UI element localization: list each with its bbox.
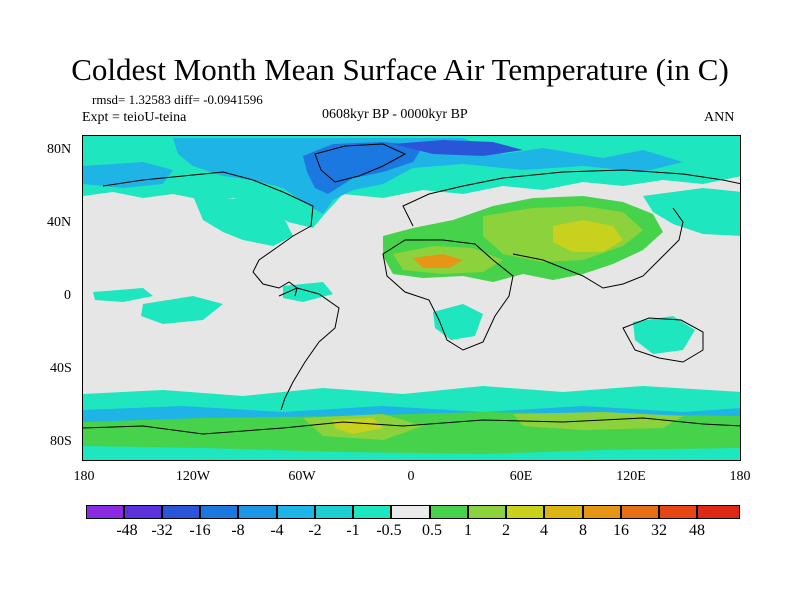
colorbar-box-15 (621, 505, 659, 519)
coast-australia (622, 317, 704, 363)
colorbar-label: -16 (189, 522, 211, 539)
colorbar-label: 48 (689, 522, 705, 539)
colorbar-label: -4 (270, 522, 284, 539)
colorbar-box-12 (506, 505, 544, 519)
coast-asia-south (512, 207, 684, 289)
colorbar-label: -1 (346, 522, 360, 539)
lat-tick-80n: 80N (47, 142, 72, 157)
colorbar-box-14 (583, 505, 621, 519)
north-america-cool (193, 196, 293, 246)
colorbar-box-5 (238, 505, 277, 519)
lat-tick-0: 0 (64, 288, 71, 303)
colorbar-box-13 (544, 505, 583, 519)
colorbar-label: -32 (151, 522, 173, 539)
stats-text: rmsd= 1.32583 diff= -0.0941596 (92, 92, 263, 107)
colorbar-box-16 (659, 505, 697, 519)
colorbar-box-9 (391, 505, 430, 519)
colorbar-label: 16 (613, 522, 629, 539)
lon-tick-120w: 120W (175, 469, 211, 484)
lon-tick-180w: 180 (73, 469, 95, 484)
coastlines (83, 143, 740, 435)
colorbar-box-11 (468, 505, 506, 519)
lon-tick-0: 0 (407, 469, 415, 484)
lon-tick-180e: 180 (729, 469, 751, 484)
map-area (82, 135, 741, 461)
greenland-cool-core (303, 142, 423, 194)
north-pacific-cool (83, 162, 173, 188)
coast-north-america (102, 171, 314, 297)
colorbar-box-3 (162, 505, 200, 519)
south-pacific-cool (141, 296, 223, 324)
colorbar-box-2 (124, 505, 162, 519)
australia-cool (633, 316, 695, 354)
colorbar-label: -8 (231, 522, 245, 539)
colorbar-label: 4 (540, 522, 548, 539)
arctic-cool-core (173, 138, 683, 214)
lat-tick-40n: 40N (47, 215, 72, 230)
antarctic-warm-east (513, 412, 683, 430)
colorbar-label: -48 (116, 522, 138, 539)
colorbar-box-1 (86, 505, 124, 519)
lon-tick-120e: 120E (616, 469, 646, 484)
southern-africa-cool (433, 304, 483, 340)
season-label: ANN (704, 110, 735, 125)
coast-eurasia (402, 169, 740, 227)
coast-greenland (314, 143, 407, 183)
lat-tick-40s: 40S (50, 361, 72, 376)
lon-tick-60e: 60E (509, 469, 533, 484)
experiment-label: Expt = teioU-teina (82, 110, 187, 125)
colorbar-label: 8 (579, 522, 587, 539)
colorbar-label: 32 (651, 522, 667, 539)
coast-antarctica (83, 417, 740, 435)
lon-tick-60w: 60W (288, 469, 316, 484)
colorbar-box-6 (277, 505, 315, 519)
colorbar-label: 0.5 (422, 522, 442, 539)
plot-title: Coldest Month Mean Surface Air Temperatu… (71, 52, 729, 87)
sahara-warm-core (413, 254, 463, 268)
coast-south-america (278, 287, 340, 411)
coast-africa (382, 239, 514, 351)
colorbar-label: 2 (502, 522, 510, 539)
tropical-pacific-cool (93, 288, 153, 302)
colorbar-box-10 (430, 505, 468, 519)
arctic-deep-cool-core (393, 140, 523, 156)
tibet-warm-strong (553, 220, 623, 252)
temperature-anomaly-map (83, 136, 740, 460)
lat-tick-80s: 80S (50, 434, 72, 449)
colorbar-label: -2 (308, 522, 322, 539)
asia-pacific-cool (643, 188, 740, 236)
colorbar-box-17 (697, 505, 740, 519)
period-label: 0608kyr BP - 0000kyr BP (322, 107, 468, 122)
colorbar-box-8 (353, 505, 391, 519)
colorbar-box-4 (200, 505, 238, 519)
colorbar-label: 1 (464, 522, 472, 539)
colorbar-box-7 (315, 505, 353, 519)
colorbar-label: -0.5 (376, 522, 402, 539)
